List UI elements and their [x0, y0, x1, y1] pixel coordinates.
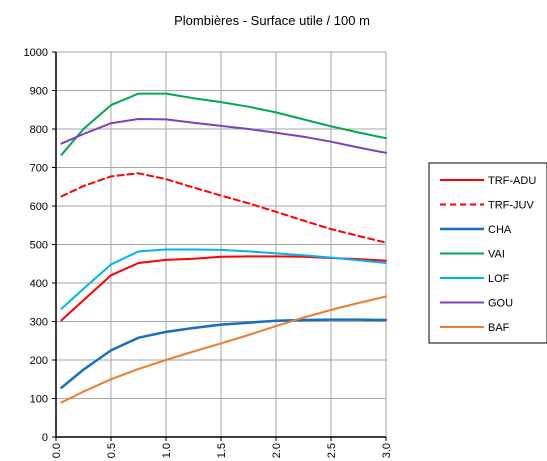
series-line-baf	[60, 295, 387, 404]
y-tick-label-3: 300	[30, 317, 48, 329]
series-layer	[60, 92, 388, 404]
legend: TRF-ADU TRF-JUV CHA VAI LOF GOU BAF	[428, 162, 547, 344]
series-line-trf-juv	[60, 172, 387, 244]
legend-label-trf-juv: TRF-JUV	[488, 200, 534, 212]
legend-label-cha: CHA	[488, 224, 512, 236]
y-tick-label-6: 600	[30, 201, 48, 213]
y-tick-label-10: 1000	[24, 47, 48, 59]
y-tick-label-8: 800	[30, 124, 48, 136]
y-tick-label-7: 700	[30, 163, 48, 175]
series-line-gou	[60, 118, 387, 154]
x-tick-label-6: 3.0	[381, 443, 393, 458]
y-tick-label-1: 100	[30, 394, 48, 406]
chart-title: Plombières - Surface utile / 100 m	[174, 13, 370, 28]
y-tick-label-9: 900	[30, 86, 48, 98]
legend-label-lof: LOF	[488, 273, 510, 285]
y-tick-label-0: 0	[42, 432, 48, 444]
legend-label-trf-adu: TRF-ADU	[488, 175, 536, 187]
legend-label-vai: VAI	[488, 249, 505, 261]
legend-label-baf: BAF	[488, 322, 510, 334]
gridlines	[55, 51, 387, 438]
x-tick-label-3: 1.5	[216, 443, 228, 458]
x-tick-label-1: 0.5	[106, 443, 118, 458]
y-tick-label-2: 200	[30, 355, 48, 367]
legend-items: TRF-ADU TRF-JUV CHA VAI LOF GOU BAF	[440, 175, 536, 334]
y-axis-ticks: 0 100 200 300 400 500 600 700 800 900 1000	[24, 47, 56, 444]
x-tick-label-5: 2.5	[326, 443, 338, 458]
x-tick-label-4: 2.0	[271, 443, 283, 458]
x-axis-ticks: 0.0 0.5 1.0 1.5 2.0 2.5 3.0	[51, 437, 393, 458]
legend-label-gou: GOU	[488, 298, 513, 310]
x-tick-label-2: 1.0	[161, 443, 173, 458]
y-tick-label-5: 500	[30, 240, 48, 252]
series-line-cha	[60, 318, 388, 389]
y-tick-label-4: 400	[30, 278, 48, 290]
series-line-vai	[60, 92, 387, 156]
series-line-lof	[60, 248, 387, 310]
x-tick-label-0: 0.0	[51, 443, 63, 458]
